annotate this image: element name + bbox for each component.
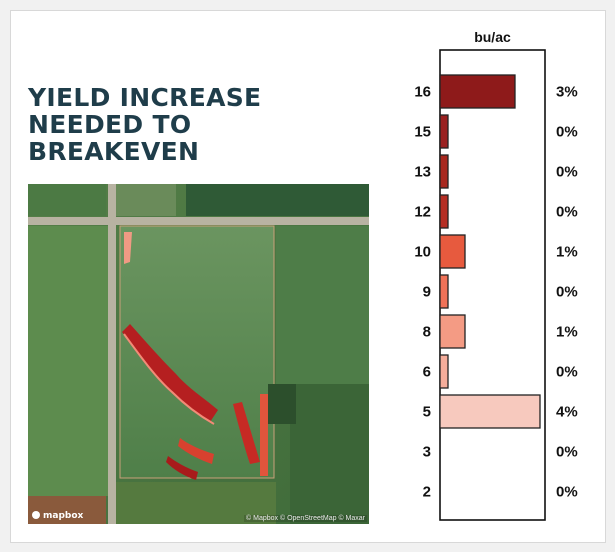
- page-title: YIELD INCREASE NEEDED TO BREAKEVEN: [28, 84, 261, 165]
- chart-svg: bu/ac 16 3% 15 0% 13 0% 12 0% 10 1% 9 0% 8 1% 6 0% 5 4% 3 0%…: [414, 29, 578, 521]
- chart-frame: [439, 49, 546, 521]
- satellite-map[interactable]: mapbox © Mapbox © OpenStreetMap © Maxar: [28, 184, 369, 524]
- bar: [439, 234, 466, 269]
- yield-overlay-top: [124, 232, 132, 264]
- category-label: 8: [423, 324, 431, 341]
- bar: [439, 354, 449, 389]
- road-vertical: [108, 184, 116, 524]
- yield-overlay-bottom: [166, 456, 198, 480]
- category-label: 10: [414, 244, 431, 261]
- value-label: 4%: [556, 404, 578, 421]
- bar: [439, 74, 516, 109]
- field-top-mid: [116, 184, 176, 216]
- bar: [439, 314, 466, 349]
- category-label: 13: [414, 164, 431, 181]
- category-label: 3: [423, 444, 431, 461]
- value-label: 0%: [556, 204, 578, 221]
- value-label: 0%: [556, 124, 578, 141]
- value-label: 0%: [556, 484, 578, 501]
- yield-overlay-main: [122, 324, 218, 422]
- field-bottom-left: [28, 496, 106, 524]
- value-label: 1%: [556, 244, 578, 261]
- farmstead: [268, 384, 296, 424]
- unit-label: bu/ac: [474, 30, 511, 45]
- category-label: 5: [423, 404, 431, 421]
- bar: [439, 154, 449, 189]
- value-label: 0%: [556, 164, 578, 181]
- title-line-1: YIELD INCREASE: [28, 83, 262, 112]
- category-label: 9: [423, 284, 431, 301]
- field-right: [276, 226, 369, 406]
- value-label: 0%: [556, 284, 578, 301]
- bar: [439, 194, 449, 229]
- yield-overlay-branch: [233, 402, 260, 464]
- yield-overlay-main-edge: [123, 333, 215, 425]
- mapbox-logo-text: mapbox: [43, 511, 84, 521]
- bar: [439, 114, 449, 149]
- map-image: [28, 184, 369, 524]
- field-bottom-mid: [116, 482, 276, 524]
- title-line-3: BREAKEVEN: [28, 137, 200, 166]
- category-label: 16: [414, 84, 431, 101]
- field-top-left: [28, 184, 106, 216]
- value-label: 0%: [556, 444, 578, 461]
- bar: [439, 274, 449, 309]
- title-line-2: NEEDED TO: [28, 110, 192, 139]
- field-top-right: [186, 184, 369, 216]
- mapbox-icon: [32, 511, 40, 519]
- field-boundary: [119, 225, 275, 479]
- yield-overlay-lower: [178, 438, 214, 464]
- road-horizontal: [28, 217, 369, 225]
- category-label: 6: [423, 364, 431, 381]
- map-attribution[interactable]: © Mapbox © OpenStreetMap © Maxar: [244, 515, 367, 522]
- yield-chart: bu/ac 16 3% 15 0% 13 0% 12 0% 10 1% 9 0% 8 1% 6 0% 5 4% 3 0%…: [400, 29, 600, 530]
- mapbox-logo[interactable]: mapbox: [32, 511, 83, 521]
- value-label: 0%: [556, 364, 578, 381]
- value-label: 3%: [556, 84, 578, 101]
- yield-overlay-right: [260, 394, 268, 476]
- category-label: 15: [414, 124, 431, 141]
- category-label: 12: [414, 204, 431, 221]
- bar: [439, 394, 541, 429]
- category-label: 2: [423, 484, 431, 501]
- field-bottom-right: [290, 384, 369, 524]
- value-label: 1%: [556, 324, 578, 341]
- field-left: [28, 226, 108, 496]
